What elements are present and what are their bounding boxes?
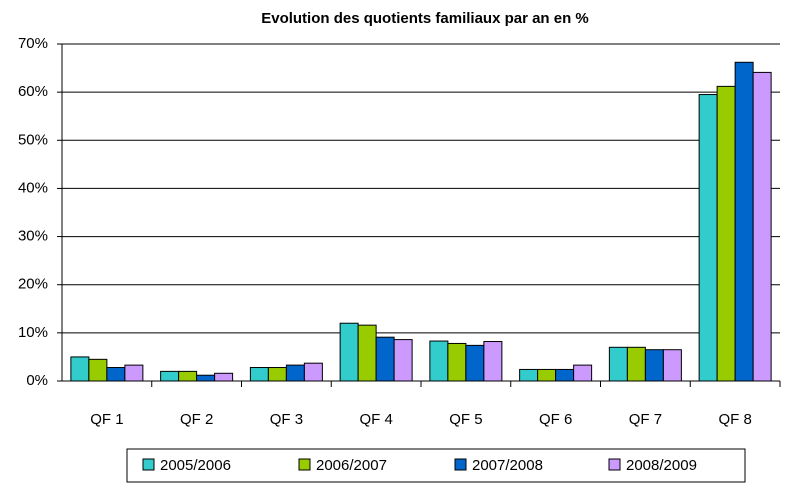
y-tick-label: 10%: [18, 324, 48, 341]
x-tick-label: QF 8: [718, 411, 751, 428]
bar: [214, 372, 234, 382]
legend-label: 2006/2007: [316, 457, 387, 474]
bar: [70, 356, 90, 382]
bar: [573, 364, 593, 382]
legend-swatch: [142, 458, 155, 471]
bar: [734, 61, 754, 382]
y-tick-label: 40%: [18, 179, 48, 196]
legend-swatch: [298, 458, 311, 471]
bar: [465, 344, 485, 382]
x-tick-label: QF 7: [629, 411, 662, 428]
bar: [519, 368, 539, 382]
bar: [339, 322, 359, 382]
y-tick-label: 60%: [18, 83, 48, 100]
bar: [357, 324, 377, 382]
bar: [303, 362, 323, 382]
bar: [178, 370, 198, 382]
bar: [716, 85, 736, 382]
bar: [537, 368, 557, 382]
bar: [752, 71, 772, 382]
bar: [124, 364, 144, 382]
y-tick-label: 20%: [18, 276, 48, 293]
bar: [267, 367, 287, 382]
x-tick-label: QF 2: [180, 411, 213, 428]
bar: [429, 340, 449, 382]
bar: [644, 349, 664, 382]
legend-swatch: [608, 458, 621, 471]
x-tick-label: QF 5: [449, 411, 482, 428]
y-tick-label: 70%: [18, 35, 48, 52]
legend-box: [126, 448, 746, 483]
x-tick-label: QF 4: [359, 411, 392, 428]
legend-label: 2007/2008: [472, 457, 543, 474]
bar: [483, 341, 503, 382]
bar: [196, 374, 216, 382]
chart-title: Evolution des quotients familiaux par an…: [261, 10, 589, 27]
x-tick-label: QF 6: [539, 411, 572, 428]
bar: [447, 342, 467, 382]
x-tick-label: QF 1: [90, 411, 123, 428]
bar: [626, 346, 646, 382]
bar: [160, 370, 180, 382]
bar: [662, 349, 682, 382]
y-tick-label: 50%: [18, 131, 48, 148]
bar: [608, 346, 628, 382]
bar: [106, 367, 126, 382]
bar: [375, 336, 395, 382]
bar: [88, 358, 108, 382]
legend-label: 2005/2006: [160, 457, 231, 474]
y-tick-label: 0%: [26, 372, 48, 389]
y-tick-label: 30%: [18, 228, 48, 245]
bar: [555, 368, 575, 382]
bar: [249, 367, 269, 382]
legend-label: 2008/2009: [626, 457, 697, 474]
legend-swatch: [454, 458, 467, 471]
x-tick-label: QF 3: [270, 411, 303, 428]
bar: [393, 339, 413, 382]
bar: [285, 364, 305, 382]
bar: [698, 94, 718, 382]
